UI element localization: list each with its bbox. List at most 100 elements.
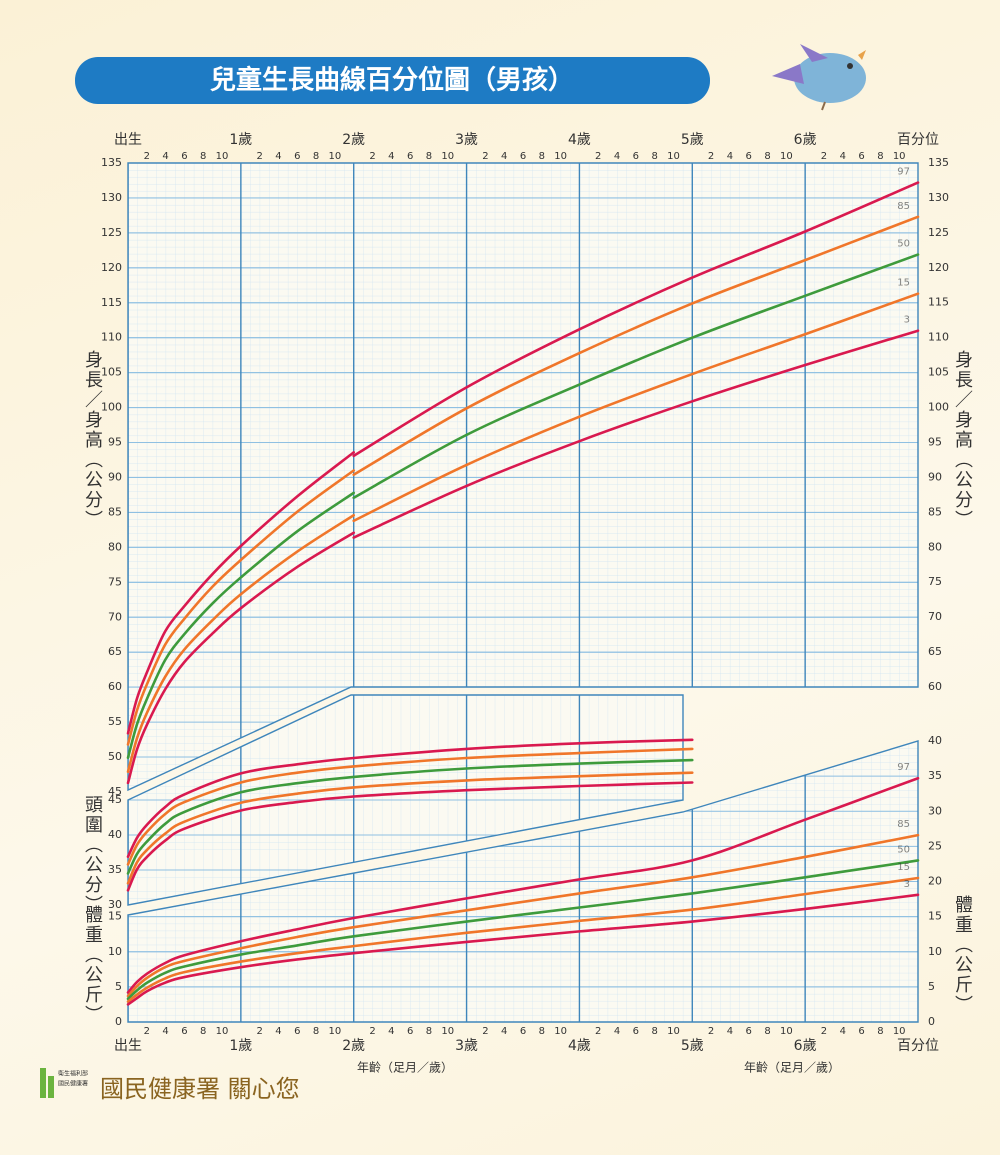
y-tick-label: 105: [101, 366, 122, 379]
x-axis-label: 年齡（足月／歲）: [744, 1061, 840, 1075]
y-tick-label: 100: [101, 401, 122, 414]
minor-x-tick-label: 10: [780, 1026, 793, 1037]
minor-x-tick-label: 4: [727, 151, 733, 162]
minor-x-tick-label: 4: [501, 1026, 507, 1037]
y2-tick-label: 35: [928, 769, 942, 782]
panel-frame: [127, 162, 919, 792]
minor-x-tick-label: 4: [727, 1026, 733, 1037]
y-tick-label: 45: [108, 793, 122, 806]
percentile-curve: [126, 215, 920, 746]
percentile-label: 3: [904, 315, 910, 326]
y2-tick-label: 110: [928, 331, 949, 344]
y-tick-label: 80: [108, 540, 122, 553]
minor-x-tick-label: 2: [256, 151, 262, 162]
y-tick-label: 5: [115, 980, 122, 993]
minor-x-tick-label: 4: [275, 1026, 281, 1037]
percentile-curve: [126, 833, 920, 998]
percentile-curve: [126, 893, 920, 1006]
minor-x-tick-label: 8: [651, 151, 657, 162]
y2-tick-label: 120: [928, 261, 949, 274]
agency-logo: 衛生福利部 國民健康署: [40, 1068, 88, 1098]
x-tick-label: 3歲: [455, 1038, 478, 1054]
y-tick-label: 60: [108, 680, 122, 693]
percentile-curve: [126, 253, 920, 760]
percentile-label: 97: [897, 167, 910, 178]
x-tick-label: 6歲: [794, 132, 817, 148]
minor-x-tick-label: 4: [275, 151, 281, 162]
minor-x-tick-label: 4: [614, 151, 620, 162]
minor-x-tick-label: 2: [144, 151, 150, 162]
y-tick-label: 90: [108, 471, 122, 484]
y-tick-label: 110: [101, 331, 122, 344]
chart-title: 兒童生長曲線百分位圖（男孩）: [210, 65, 574, 96]
footer-slogan: 國民健康署 關心您: [100, 1075, 300, 1103]
minor-x-tick-label: 8: [877, 1026, 883, 1037]
y2-tick-label: 10: [928, 945, 942, 958]
percentile-header: 百分位: [897, 132, 939, 148]
y2-tick-label: 70: [928, 610, 942, 623]
y-tick-label: 50: [108, 750, 122, 763]
x-tick-label: 5歲: [681, 1038, 704, 1054]
percentile-curve: [126, 329, 920, 785]
y-tick-label: 95: [108, 436, 122, 449]
minor-x-tick-label: 2: [482, 1026, 488, 1037]
y2-tick-label: 130: [928, 191, 949, 204]
y-axis-label: 頭圍（公分）: [82, 795, 103, 915]
minor-x-tick-label: 2: [144, 1026, 150, 1037]
percentile-label: 50: [897, 239, 910, 250]
minor-x-tick-label: 2: [595, 151, 601, 162]
percentile-curve: [126, 292, 920, 774]
percentile-label: 85: [897, 819, 910, 830]
x-tick-label: 出生: [114, 132, 142, 148]
y2-tick-label: 135: [928, 156, 949, 169]
x-tick-label: 5歲: [681, 132, 704, 148]
y2-tick-label: 90: [928, 470, 942, 483]
percentile-header: 百分位: [897, 1038, 939, 1054]
minor-x-tick-label: 10: [216, 151, 229, 162]
percentile-label: 3: [904, 879, 910, 890]
y-tick-label: 120: [101, 261, 122, 274]
y2-tick-label: 80: [928, 540, 942, 553]
minor-x-tick-label: 8: [651, 1026, 657, 1037]
minor-x-tick-label: 6: [181, 151, 187, 162]
y-tick-label: 40: [108, 828, 122, 841]
y2-tick-label: 100: [928, 401, 949, 414]
percentile-label: 50: [897, 844, 910, 855]
y-tick-label: 115: [101, 296, 122, 309]
percentile-curve: [126, 747, 694, 866]
y2-tick-label: 105: [928, 366, 949, 379]
x-tick-label: 6歲: [794, 1038, 817, 1054]
y-tick-label: 125: [101, 226, 122, 239]
y-tick-label: 15: [108, 910, 122, 923]
minor-x-tick-label: 6: [520, 1026, 526, 1037]
x-tick-label: 3歲: [455, 132, 478, 148]
minor-x-tick-label: 6: [633, 151, 639, 162]
logo-text: 國民健康署: [58, 1080, 88, 1088]
minor-x-tick-label: 2: [256, 1026, 262, 1037]
y2-tick-label: 125: [928, 226, 949, 239]
minor-x-tick-label: 2: [369, 151, 375, 162]
minor-x-tick-label: 8: [313, 1026, 319, 1037]
minor-x-tick-label: 10: [441, 1026, 454, 1037]
y2-tick-label: 25: [928, 839, 942, 852]
y2-tick-label: 15: [928, 910, 942, 923]
minor-x-tick-label: 10: [893, 1026, 906, 1037]
label-layer: 4550556065707580859095100105110115120125…: [82, 132, 973, 1075]
y2-tick-label: 30: [928, 804, 942, 817]
minor-x-tick-label: 2: [821, 1026, 827, 1037]
minor-x-tick-label: 10: [554, 151, 567, 162]
y-axis-label: 身長／身高（公分）: [82, 350, 103, 530]
y2-tick-label: 115: [928, 296, 949, 309]
percentile-curve: [126, 771, 694, 885]
y-tick-label: 10: [108, 945, 122, 958]
minor-x-tick-label: 6: [294, 1026, 300, 1037]
curve-layer: [126, 181, 920, 1006]
logo-text: 衛生福利部: [58, 1070, 88, 1078]
minor-x-tick-label: 6: [633, 1026, 639, 1037]
minor-x-tick-label: 4: [840, 1026, 846, 1037]
y-tick-label: 65: [108, 645, 122, 658]
minor-x-tick-label: 10: [893, 151, 906, 162]
grid-layer: [127, 162, 919, 1023]
y2-axis-label: 體重（公斤）: [952, 895, 973, 1015]
y2-tick-label: 20: [928, 875, 942, 888]
